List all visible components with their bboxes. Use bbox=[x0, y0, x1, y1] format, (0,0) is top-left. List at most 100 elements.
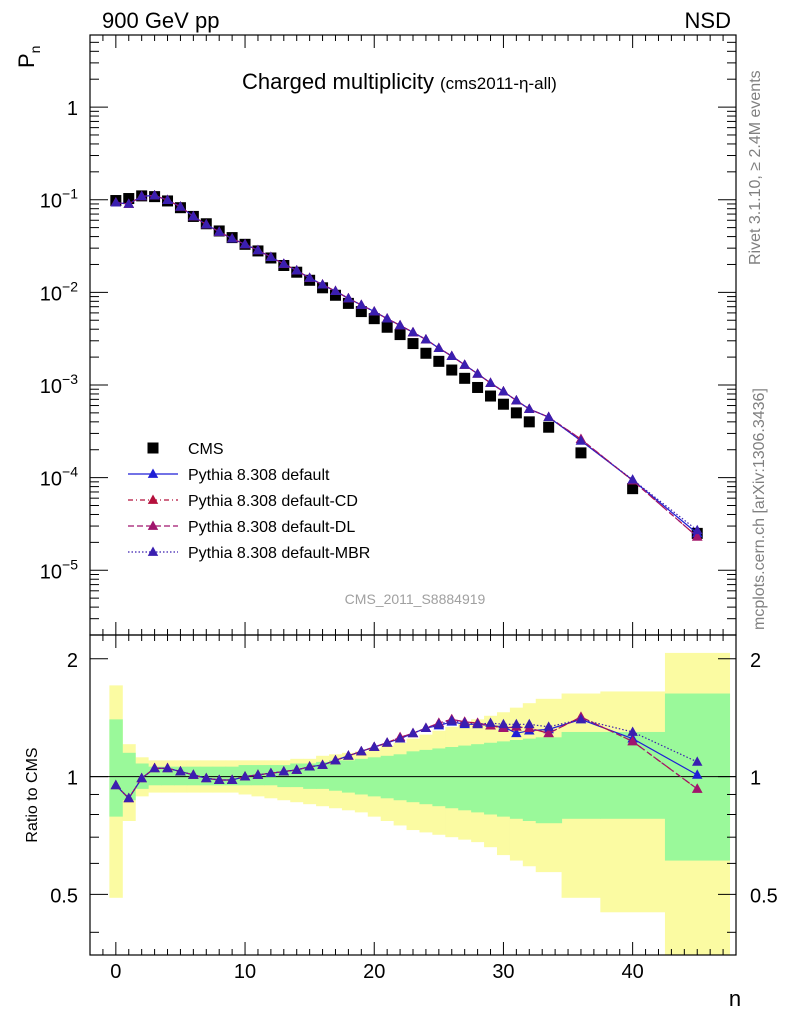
legend-label: Pythia 8.308 default bbox=[188, 467, 330, 484]
data-point bbox=[543, 411, 554, 421]
ratio-point bbox=[485, 717, 496, 727]
ratio-point bbox=[110, 779, 122, 790]
ratio-point bbox=[162, 762, 173, 773]
data-point bbox=[343, 292, 354, 303]
stat-unc-band bbox=[458, 745, 472, 811]
ratio-pythia-8-308-default-mbr bbox=[110, 713, 703, 803]
ratio-y-tick-label-right: 0.5 bbox=[750, 885, 778, 907]
data-point bbox=[433, 342, 445, 352]
rivet-label: Rivet 3.1.10, ≥ 2.4M events bbox=[747, 70, 764, 265]
ratio-y-tick-label-right: 1 bbox=[750, 768, 761, 790]
legend-entry: Pythia 8.308 default bbox=[128, 467, 330, 484]
ratio-point bbox=[407, 727, 419, 738]
x-tick-label: 10 bbox=[234, 961, 256, 983]
ratio-point bbox=[343, 750, 354, 760]
series-pythia-8-308-default-mbr bbox=[110, 190, 703, 535]
legend-label: CMS bbox=[188, 441, 224, 458]
plot-title-main: Charged multiplicity bbox=[242, 69, 434, 94]
data-point bbox=[575, 447, 587, 459]
data-point bbox=[317, 279, 328, 289]
stat-unc-band bbox=[496, 741, 511, 817]
data-point bbox=[201, 219, 212, 229]
ratio-point bbox=[394, 733, 406, 743]
ratio-point bbox=[123, 792, 134, 803]
ratio-point bbox=[692, 769, 703, 779]
ratio-point bbox=[511, 727, 522, 738]
data-point bbox=[381, 321, 393, 333]
ratio-y-axis-label: Ratio to CMS bbox=[24, 747, 41, 842]
ratio-point bbox=[575, 713, 587, 724]
y-tick-label: 10−3 bbox=[40, 371, 78, 398]
ratio-point bbox=[459, 717, 470, 727]
ratio-point bbox=[692, 756, 703, 766]
ratio-point bbox=[175, 766, 186, 776]
ratio-point bbox=[201, 772, 212, 783]
data-point bbox=[485, 390, 497, 402]
data-point bbox=[511, 394, 522, 405]
legend-entry: Pythia 8.308 default-MBR bbox=[128, 545, 370, 562]
x-tick-label: 30 bbox=[492, 961, 514, 983]
data-point bbox=[575, 435, 587, 445]
data-point bbox=[213, 226, 225, 236]
stat-unc-band bbox=[484, 742, 498, 815]
ratio-point bbox=[511, 718, 522, 729]
data-point bbox=[162, 194, 173, 204]
ratio-y-tick-label-left: 0.5 bbox=[50, 885, 78, 907]
ratio-y-tick-label-right: 2 bbox=[750, 650, 761, 672]
series-line bbox=[115, 194, 698, 538]
legend: CMS Pythia 8.308 default Pythia 8.308 defa… bbox=[128, 441, 370, 562]
ratio-point bbox=[433, 718, 445, 729]
data-point bbox=[291, 265, 302, 275]
legend-entry: CMS bbox=[147, 441, 224, 458]
analysis-tag: CMS_2011_S8884919 bbox=[345, 591, 486, 607]
plot-title: Charged multiplicity (cms2011-η-all) bbox=[242, 69, 557, 94]
legend-label: Pythia 8.308 default-MBR bbox=[188, 545, 370, 562]
svg-text:Pn: Pn bbox=[14, 46, 43, 68]
ratio-point bbox=[498, 718, 509, 729]
data-point bbox=[381, 313, 393, 323]
data-point bbox=[510, 407, 522, 419]
ratio-y-tick-label-left: 1 bbox=[67, 768, 78, 790]
data-point bbox=[433, 355, 445, 367]
ratio-point bbox=[524, 718, 535, 729]
data-point bbox=[420, 347, 432, 359]
stat-unc-band bbox=[329, 760, 343, 791]
series-pythia-8-308-default bbox=[110, 190, 703, 538]
ratio-point bbox=[356, 745, 367, 756]
x-tick-label: 0 bbox=[110, 961, 121, 983]
legend-marker bbox=[147, 494, 159, 504]
legend-entry: Pythia 8.308 default-DL bbox=[128, 519, 355, 536]
data-point bbox=[188, 210, 199, 221]
plot-title-sub: (cms2011-η-all) bbox=[440, 74, 557, 93]
data-point bbox=[136, 190, 147, 201]
ratio-point bbox=[213, 774, 225, 784]
ratio-point bbox=[252, 769, 264, 779]
data-point bbox=[239, 238, 251, 249]
data-point bbox=[420, 333, 432, 344]
ratio-point bbox=[627, 726, 638, 736]
legend-label: Pythia 8.308 default-DL bbox=[188, 519, 355, 536]
data-point bbox=[692, 524, 703, 535]
main-series-group bbox=[110, 190, 703, 541]
ratio-point bbox=[188, 769, 199, 779]
legend-label: Pythia 8.308 default-CD bbox=[188, 493, 358, 510]
y-tick-label: 10−4 bbox=[40, 464, 78, 491]
data-point bbox=[485, 377, 496, 387]
ratio-point bbox=[149, 762, 160, 773]
data-point bbox=[110, 197, 122, 207]
data-point bbox=[149, 190, 160, 200]
stat-unc-band bbox=[509, 740, 524, 819]
ratio-series-group bbox=[110, 711, 703, 803]
data-point bbox=[226, 233, 238, 243]
axes-group: 0 10 20 30 40 10−5 10−4 10−3 10−2 10−1 1 0.5 0.5 1 1 2 2 bbox=[40, 34, 778, 983]
data-point bbox=[394, 329, 406, 341]
data-point bbox=[407, 326, 419, 337]
main-y-axis-label: Pn bbox=[14, 46, 43, 68]
stat-unc-band bbox=[600, 731, 666, 819]
ratio-point bbox=[543, 727, 554, 738]
data-point bbox=[459, 372, 471, 384]
series-pythia-8-308-default-cd bbox=[110, 190, 703, 541]
ratio-point bbox=[278, 766, 290, 776]
data-point bbox=[498, 386, 509, 396]
